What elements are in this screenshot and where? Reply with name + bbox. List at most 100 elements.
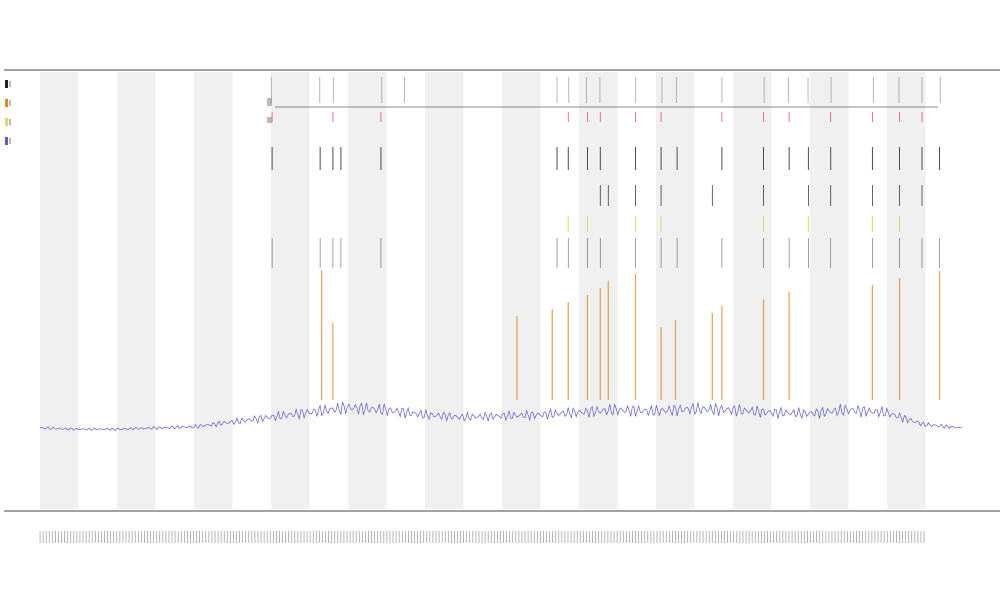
x-tick-mark bbox=[708, 531, 710, 543]
background-band bbox=[271, 72, 310, 509]
x-tick-mark bbox=[672, 531, 673, 543]
x-tick-mark bbox=[592, 531, 593, 543]
x-tick-mark bbox=[386, 531, 388, 543]
x-tick-mark bbox=[546, 531, 547, 543]
x-tick-mark bbox=[914, 531, 916, 543]
x-tick-mark bbox=[601, 531, 603, 543]
background-band bbox=[425, 72, 464, 509]
x-tick-mark bbox=[312, 531, 314, 543]
x-tick-mark bbox=[696, 531, 698, 543]
x-tick-mark bbox=[886, 531, 888, 543]
x-tick-mark bbox=[67, 531, 69, 543]
x-tick-mark bbox=[515, 531, 517, 543]
x-tick-mark bbox=[263, 531, 265, 543]
x-tick-mark bbox=[767, 531, 768, 543]
x-tick-mark bbox=[463, 531, 464, 543]
x-tick-mark bbox=[850, 531, 851, 543]
x-tick-mark bbox=[635, 531, 636, 543]
x-tick-mark bbox=[675, 531, 676, 543]
x-tick-mark bbox=[883, 531, 885, 543]
x-tick-mark bbox=[490, 531, 492, 543]
x-tick-mark bbox=[257, 531, 259, 543]
x-tick-mark bbox=[260, 531, 262, 543]
x-tick-mark bbox=[88, 531, 90, 543]
x-tick-mark bbox=[506, 531, 507, 543]
x-tick-mark bbox=[555, 531, 557, 543]
x-tick-mark bbox=[475, 531, 477, 543]
x-tick-mark bbox=[343, 531, 345, 543]
x-tick-mark bbox=[337, 531, 339, 543]
x-tick-mark bbox=[865, 531, 867, 543]
x-tick-mark bbox=[874, 531, 876, 543]
x-tick-mark bbox=[856, 531, 857, 543]
x-tick-mark bbox=[199, 531, 201, 543]
x-tick-mark bbox=[288, 531, 290, 543]
x-tick-mark bbox=[346, 531, 348, 543]
x-tick-mark bbox=[616, 531, 618, 543]
x-tick-mark bbox=[899, 531, 900, 543]
background-bands bbox=[40, 72, 926, 509]
x-tick-mark bbox=[285, 531, 286, 543]
x-tick-mark bbox=[586, 531, 587, 543]
x-tick-mark bbox=[751, 531, 753, 543]
x-tick-mark bbox=[567, 531, 569, 543]
x-tick-mark bbox=[202, 531, 204, 543]
x-tick-mark bbox=[868, 531, 870, 543]
track-header-mark bbox=[267, 98, 272, 106]
legend-label-mark bbox=[9, 100, 11, 106]
x-tick-mark bbox=[840, 531, 842, 543]
x-tick-mark bbox=[730, 531, 732, 543]
x-tick-mark bbox=[687, 531, 689, 543]
legend bbox=[5, 80, 11, 145]
x-tick-mark bbox=[144, 531, 145, 543]
x-tick-mark bbox=[76, 531, 78, 543]
x-tick-mark bbox=[365, 531, 366, 543]
x-tick-mark bbox=[328, 531, 329, 543]
x-tick-mark bbox=[638, 531, 639, 543]
x-tick-mark bbox=[426, 531, 428, 543]
x-tick-mark bbox=[226, 531, 228, 543]
x-tick-mark bbox=[279, 531, 280, 543]
x-tick-mark bbox=[190, 531, 191, 543]
x-tick-mark bbox=[361, 531, 363, 543]
x-tick-mark bbox=[168, 531, 170, 543]
x-tick-mark bbox=[55, 531, 56, 543]
x-tick-mark bbox=[810, 531, 811, 543]
x-tick-mark bbox=[877, 531, 879, 543]
x-tick-mark bbox=[272, 531, 274, 543]
x-tick-mark bbox=[325, 531, 326, 543]
x-tick-mark bbox=[107, 531, 108, 543]
x-tick-mark bbox=[248, 531, 250, 543]
x-tick-mark bbox=[423, 531, 425, 543]
x-tick-mark bbox=[570, 531, 572, 543]
x-tick-mark bbox=[650, 531, 652, 543]
x-tick-mark bbox=[398, 531, 400, 543]
x-tick-mark bbox=[552, 531, 553, 543]
x-tick-mark bbox=[392, 531, 394, 543]
x-tick-mark bbox=[536, 531, 538, 543]
x-tick-mark bbox=[524, 531, 526, 543]
x-tick-mark bbox=[893, 531, 894, 543]
x-tick-mark bbox=[714, 531, 716, 543]
x-tick-mark bbox=[355, 531, 357, 543]
x-tick-mark bbox=[622, 531, 624, 543]
x-tick-mark bbox=[487, 531, 489, 543]
x-tick-mark bbox=[131, 531, 133, 543]
x-tick-mark bbox=[322, 531, 323, 543]
x-tick-mark bbox=[822, 531, 824, 543]
x-tick-mark bbox=[610, 531, 612, 543]
x-tick-mark bbox=[469, 531, 471, 543]
background-band bbox=[348, 72, 387, 509]
x-tick-mark bbox=[48, 531, 50, 543]
x-tick-mark bbox=[678, 531, 679, 543]
x-tick-mark bbox=[116, 531, 118, 543]
x-tick-mark bbox=[315, 531, 317, 543]
x-tick-mark bbox=[411, 531, 412, 543]
x-tick-mark bbox=[896, 531, 897, 543]
x-tick-mark bbox=[187, 531, 188, 543]
x-tick-mark bbox=[64, 531, 65, 543]
x-tick-mark bbox=[862, 531, 864, 543]
x-tick-mark bbox=[73, 531, 75, 543]
x-tick-mark bbox=[484, 531, 486, 543]
x-tick-mark bbox=[825, 531, 827, 543]
